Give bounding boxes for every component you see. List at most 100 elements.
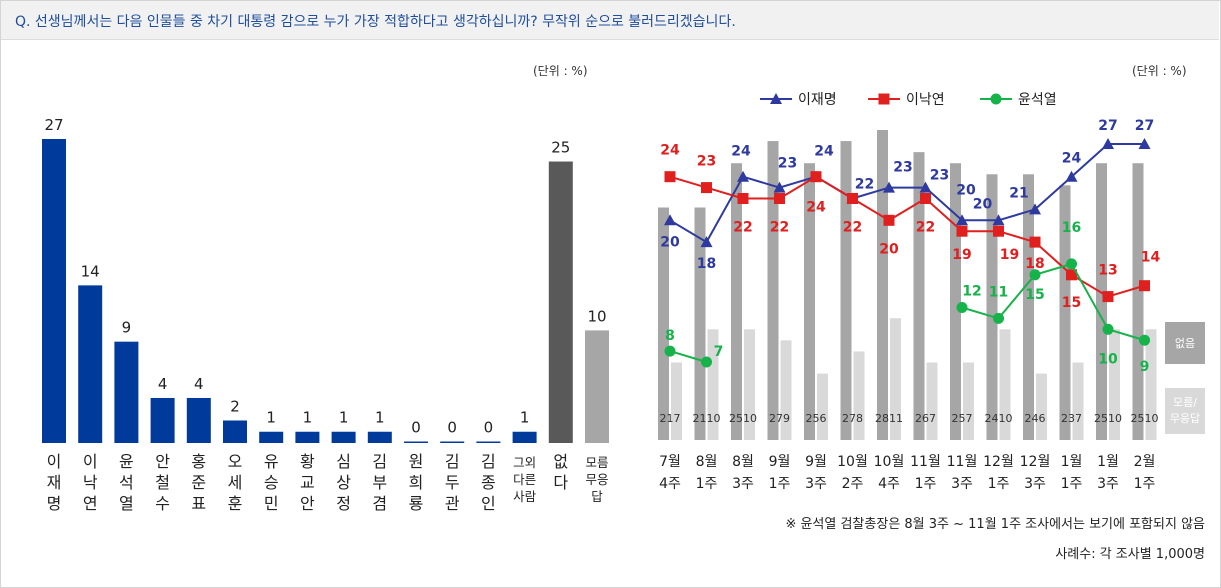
bar-legend-unknown-0: 모름/ xyxy=(1173,396,1197,409)
series-0-label-0: 20 xyxy=(660,234,680,250)
sample-size: 사례수: 각 조사별 1,000명 xyxy=(1055,547,1205,562)
bar-value-label-10: 0 xyxy=(411,419,421,437)
x-label-week-0: 4주 xyxy=(659,476,681,492)
series-2-label-1: 7 xyxy=(714,344,724,360)
bar-unknown-5 xyxy=(853,351,865,440)
bar-value-label-3: 279 xyxy=(769,412,790,425)
bar-9 xyxy=(367,431,392,443)
category-label-13-0: 그외 xyxy=(513,455,536,470)
bar-none-12 xyxy=(1096,163,1107,440)
bar-unknown-12 xyxy=(1109,329,1120,440)
category-label-15-2: 답 xyxy=(591,489,603,504)
bar-value-label-11: 0 xyxy=(447,419,457,437)
series-0-label-7: 23 xyxy=(930,168,949,184)
x-label-week-1: 1주 xyxy=(696,476,718,492)
bar-value-label-1: 14 xyxy=(81,262,100,280)
series-0-point-8 xyxy=(956,214,968,226)
bar-value-label-10: 246 xyxy=(1025,412,1046,425)
bar-unknown-7 xyxy=(926,362,938,440)
category-label-14-1: 다 xyxy=(553,473,568,492)
x-label-week-10: 3주 xyxy=(1024,476,1046,492)
category-label-1-1: 낙 xyxy=(83,473,98,492)
bar-value-label-12: 2510 xyxy=(1094,412,1122,425)
left-bar-chart: 27이재명14이낙연9윤석열4안철수4홍준표2오세훈1유승민1황교안1심상정1김… xyxy=(42,116,609,513)
category-label-4-2: 표 xyxy=(191,494,206,513)
bar-value-label-8: 1 xyxy=(339,409,349,427)
series-0-label-9: 20 xyxy=(973,196,993,212)
category-label-15-1: 무응 xyxy=(585,472,608,487)
category-label-5-2: 훈 xyxy=(228,494,243,513)
bar-legend-unknown-box xyxy=(1165,388,1205,434)
series-0-point-9 xyxy=(992,214,1005,226)
series-0-point-2 xyxy=(737,170,749,182)
category-label-0-0: 이 xyxy=(47,452,62,471)
category-label-11-0: 김 xyxy=(445,452,460,471)
bar-0 xyxy=(42,139,66,443)
series-0-label-1: 18 xyxy=(697,256,716,272)
category-label-7-2: 안 xyxy=(300,494,315,513)
x-label-week-7: 1주 xyxy=(915,476,937,492)
bar-value-label-8: 257 xyxy=(952,412,973,425)
series-0-point-0 xyxy=(664,214,676,226)
series-1-label-11: 15 xyxy=(1062,295,1081,311)
series-2-point-12 xyxy=(1102,323,1114,335)
bar-7 xyxy=(295,431,320,443)
bar-12 xyxy=(476,441,501,443)
bar-none-13 xyxy=(1132,163,1144,440)
series-2-point-9 xyxy=(993,312,1004,324)
bar-unknown-3 xyxy=(780,340,792,440)
series-1-point-6 xyxy=(883,214,895,226)
series-2-point-11 xyxy=(1066,258,1077,270)
bar-value-label-15: 10 xyxy=(587,307,606,325)
bar-2 xyxy=(114,341,139,443)
x-label-month-0: 7월 xyxy=(659,454,681,470)
bar-8 xyxy=(331,431,356,443)
bar-legend-unknown-1: 무응답 xyxy=(1170,412,1200,425)
bar-value-label-5: 278 xyxy=(842,412,863,425)
series-1-label-2: 22 xyxy=(733,220,752,236)
series-1-point-12 xyxy=(1102,291,1114,303)
series-1-label-9: 19 xyxy=(1000,247,1019,263)
bar-6 xyxy=(259,431,284,443)
category-label-0-1: 재 xyxy=(47,473,62,492)
legend-marker-0 xyxy=(770,93,782,104)
series-0-point-3 xyxy=(773,181,786,193)
category-label-13-1: 다른 xyxy=(513,472,536,487)
series-0-label-2: 24 xyxy=(731,144,751,160)
x-label-week-11: 1주 xyxy=(1061,476,1083,492)
bar-legend-none: 없음 xyxy=(1175,337,1195,350)
bar-value-label-2: 9 xyxy=(122,319,132,337)
legend-label-2: 윤석열 xyxy=(1018,92,1057,108)
bar-value-label-7: 1 xyxy=(303,409,313,427)
legend-marker-1 xyxy=(878,93,890,105)
bar-value-label-0: 217 xyxy=(660,412,681,425)
bar-value-label-14: 25 xyxy=(551,139,570,157)
category-label-6-0: 유 xyxy=(264,452,279,471)
x-label-month-9: 12월 xyxy=(983,454,1014,470)
category-label-10-0: 원 xyxy=(409,452,424,471)
series-1-label-12: 13 xyxy=(1098,263,1117,279)
bar-unknown-9 xyxy=(999,329,1011,440)
bar-1 xyxy=(78,285,103,443)
series-1-label-0: 24 xyxy=(660,143,680,159)
category-label-1-2: 연 xyxy=(83,494,98,513)
bar-none-11 xyxy=(1059,185,1071,440)
bar-unknown-0 xyxy=(671,362,682,440)
series-2-point-0 xyxy=(664,345,676,357)
bar-value-label-6: 2811 xyxy=(875,412,903,425)
series-1-point-1 xyxy=(701,182,712,194)
bar-none-8 xyxy=(950,163,961,440)
x-label-month-7: 11월 xyxy=(910,454,941,470)
bar-unknown-8 xyxy=(963,362,974,440)
x-label-month-11: 1월 xyxy=(1061,454,1083,470)
bar-value-label-1: 2110 xyxy=(693,412,721,425)
series-0-point-12 xyxy=(1102,138,1114,149)
bar-value-label-13: 2510 xyxy=(1131,412,1159,425)
bar-unknown-2 xyxy=(744,329,755,440)
bar-value-label-9: 2410 xyxy=(985,412,1013,425)
x-label-month-4: 9월 xyxy=(805,454,827,470)
category-label-9-0: 김 xyxy=(372,452,387,471)
series-1-label-8: 19 xyxy=(952,247,971,263)
bar-value-label-0: 27 xyxy=(44,116,63,134)
x-label-week-5: 2주 xyxy=(842,476,864,492)
